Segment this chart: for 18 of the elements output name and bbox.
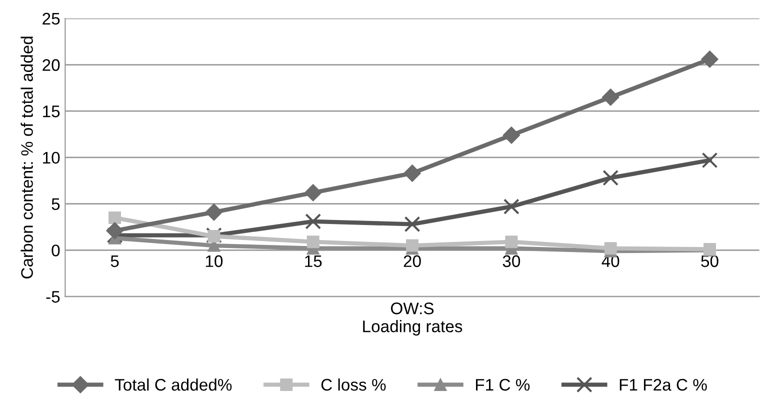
y-tick-label: 20 [42, 59, 60, 71]
y-axis-title: Carbon content: % of total added [20, 36, 33, 278]
x-tick-label: 5 [110, 255, 119, 268]
y-tick-label: 0 [52, 244, 60, 256]
y-tick-label: 10 [43, 152, 60, 164]
x-tick-label: 10 [206, 255, 223, 268]
legend-label: F1 C % [476, 378, 530, 391]
x-tick-label: 20 [404, 255, 421, 268]
legend-label: Total C added% [114, 378, 232, 391]
y-tick-label: 5 [52, 198, 60, 210]
legend-label: C loss % [321, 378, 386, 391]
y-tick-label: 15 [43, 106, 60, 118]
y-tick-label: 25 [42, 12, 60, 25]
x-tick-label: 15 [305, 255, 322, 268]
y-tick-label: -5 [46, 291, 60, 303]
legend-label: F1 F2a C % [620, 378, 707, 391]
x-axis-title: OW:S Loading rates [363, 302, 462, 336]
x-tick-label: 30 [502, 255, 520, 268]
